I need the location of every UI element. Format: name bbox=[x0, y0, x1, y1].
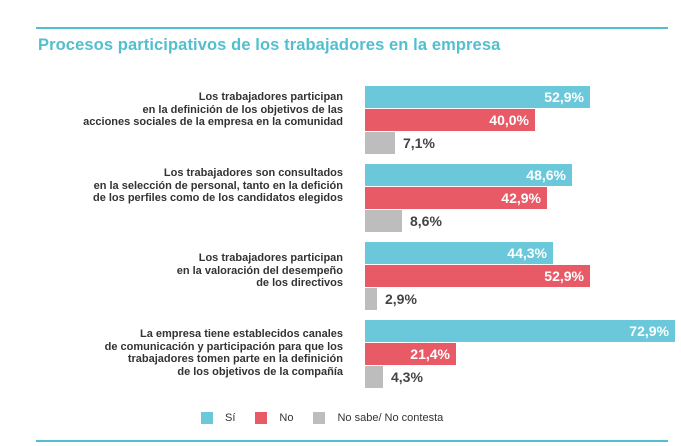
category-label-line: de los perfiles como de los candidatos e… bbox=[92, 192, 343, 204]
bar-si bbox=[365, 86, 590, 108]
legend-swatch bbox=[201, 412, 213, 424]
category-label-line: de comunicación y participación para que… bbox=[104, 340, 343, 353]
bar-ns bbox=[365, 210, 402, 232]
bar-no bbox=[365, 187, 547, 209]
legend-item-ns: No sabe/ No contesta bbox=[313, 412, 443, 424]
data-label: 40,0% bbox=[489, 112, 529, 128]
chart-title: Procesos participativos de los trabajado… bbox=[38, 36, 501, 54]
legend-swatch bbox=[255, 412, 268, 424]
category-label-line: Los trabajadores participan bbox=[198, 252, 343, 264]
data-label: 2,9% bbox=[385, 291, 417, 307]
category-label-line: en la valoración del desempeño bbox=[176, 264, 343, 277]
bar-no bbox=[365, 343, 456, 365]
legend: Sí No No sabe/ No contesta bbox=[201, 412, 463, 424]
bar-si bbox=[365, 242, 553, 264]
legend-item-no: No bbox=[255, 412, 293, 424]
category-label: Los trabajadores participan en la valorac… bbox=[23, 252, 343, 290]
data-label: 8,6% bbox=[410, 213, 442, 229]
legend-label: No sabe/ No contesta bbox=[337, 412, 444, 424]
data-label: 4,3% bbox=[391, 369, 423, 385]
category-label-line: La empresa tiene establecidos canales bbox=[140, 328, 343, 340]
category-label-line: Los trabajadores son consultados bbox=[163, 167, 343, 179]
category-label-line: acciones sociales de la empresa en la co… bbox=[83, 116, 343, 128]
category-label-line: trabajadores tomen parte en la definició… bbox=[127, 353, 343, 365]
data-label: 48,6% bbox=[526, 167, 566, 183]
bar-no bbox=[365, 109, 535, 131]
bar-no bbox=[365, 265, 590, 287]
top-rule bbox=[36, 27, 668, 29]
category-label-line: en la selección de personal, tanto en la… bbox=[93, 179, 343, 192]
legend-item-si: Sí bbox=[201, 412, 235, 424]
bar-ns bbox=[365, 288, 377, 310]
data-label: 7,1% bbox=[403, 135, 435, 151]
category-label-line: de los directivos bbox=[256, 277, 343, 289]
data-label: 42,9% bbox=[501, 190, 541, 206]
bar-si bbox=[365, 320, 675, 342]
category-label: La empresa tiene establecidos canales de … bbox=[23, 328, 343, 378]
legend-label: No bbox=[279, 412, 294, 424]
bar-si bbox=[365, 164, 572, 186]
category-label: Los trabajadores son consultados en la se… bbox=[23, 167, 343, 205]
data-label: 21,4% bbox=[410, 346, 450, 362]
legend-label: Sí bbox=[225, 412, 236, 424]
bar-ns bbox=[365, 132, 395, 154]
data-label: 72,9% bbox=[629, 323, 669, 339]
data-label: 52,9% bbox=[544, 89, 584, 105]
category-label: Los trabajadores participan en la definic… bbox=[23, 91, 343, 129]
category-label-line: Los trabajadores participan bbox=[198, 91, 343, 103]
data-label: 44,3% bbox=[507, 245, 547, 261]
bottom-rule bbox=[36, 440, 668, 442]
category-label-line: de los objetivos de la compañía bbox=[177, 365, 343, 378]
legend-swatch bbox=[313, 412, 326, 424]
category-label-line: en la definición de los objetivos de las bbox=[142, 103, 344, 116]
data-label: 52,9% bbox=[544, 268, 584, 284]
bar-ns bbox=[365, 366, 383, 388]
